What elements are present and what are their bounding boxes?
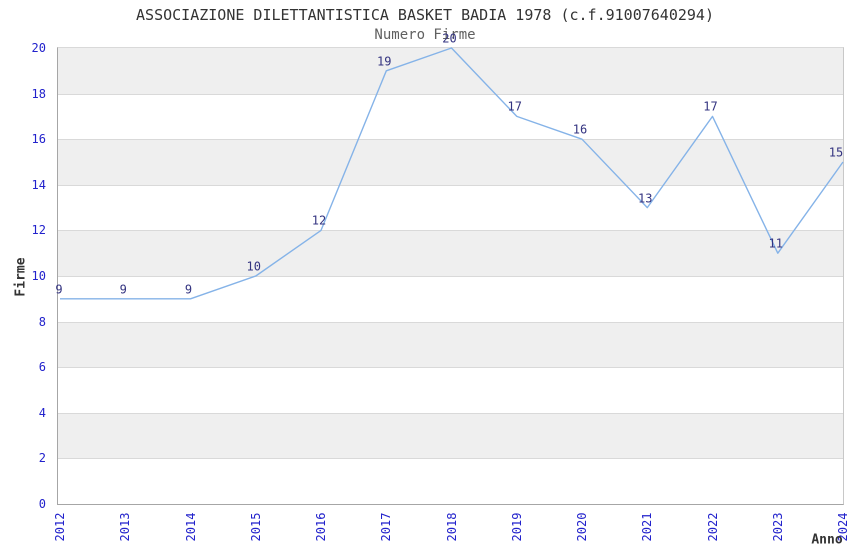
x-tick-label: 2023 [770,512,785,542]
x-axis-label: Anno [811,532,843,548]
gridline [58,184,843,186]
plot-band [58,139,843,185]
y-tick-label: 4 [38,405,46,420]
y-tick-label: 2 [38,451,46,466]
x-tick-label: 2018 [444,512,459,542]
x-tick-label: 2020 [575,512,589,542]
gridline [58,458,843,460]
plot-band [58,184,843,231]
y-tick-label: 18 [31,86,46,101]
x-tick-label: 2016 [314,512,328,542]
plot-area [57,47,844,505]
x-tick-label: 2015 [248,512,263,542]
gridline [58,93,843,95]
plot-band [58,230,843,276]
gridline [58,412,843,414]
gridline [58,139,843,141]
gridline [58,276,843,277]
chart-subtitle: Numero Firme [374,27,476,43]
chart-title: ASSOCIAZIONE DILETTANTISTICA BASKET BADI… [136,6,714,24]
y-tick-label: 12 [31,223,46,238]
line-series [60,47,844,300]
y-tick-label: 0 [38,497,46,511]
y-tick-label: 20 [31,41,46,55]
x-tick-label: 2019 [509,512,524,542]
x-tick-label: 2014 [183,512,198,542]
plot-band [58,367,843,413]
gridline [58,321,843,323]
x-tick-label: 2017 [379,512,394,542]
x-tick-label: 2013 [118,512,133,542]
y-tick-label: 6 [38,360,46,375]
plot-band [58,458,843,504]
y-tick-label: 16 [31,132,46,147]
y-tick-label: 14 [31,177,46,192]
plot-band [58,321,843,368]
x-tick-label: 2021 [640,512,655,542]
plot-band [58,412,843,459]
y-tick-label: 10 [31,269,46,283]
gridline [58,367,843,369]
series-polyline [60,47,844,300]
plot-band [58,48,843,94]
x-tick-label: 2012 [53,512,67,542]
y-tick-label: 8 [38,314,46,329]
x-tick-label: 2022 [705,512,720,542]
gridline [58,230,843,232]
